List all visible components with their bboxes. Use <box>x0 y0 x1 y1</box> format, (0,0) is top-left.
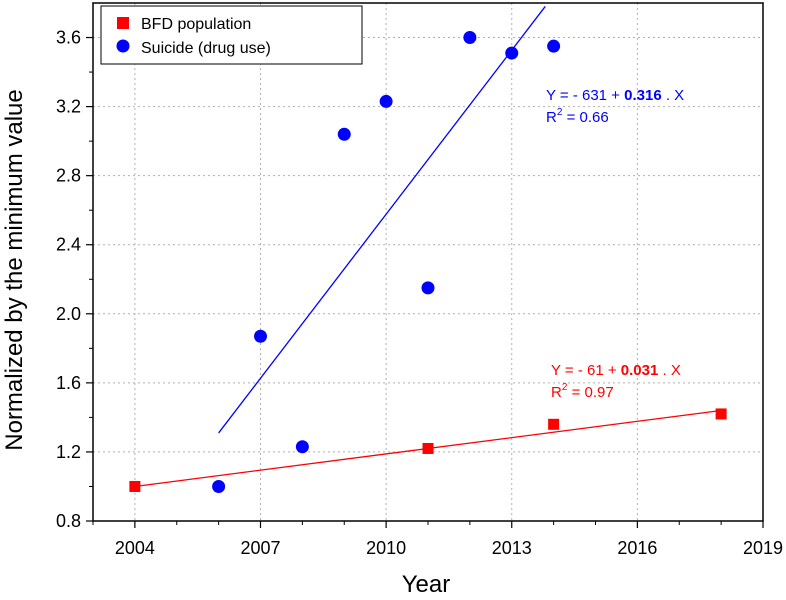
equation-bfd: Y = - 61 + 0.031 . X R2 = 0.97 <box>551 362 681 401</box>
x-tick-label: 2010 <box>366 538 406 558</box>
legend-label-bfd: BFD population <box>141 16 251 33</box>
bfd-point <box>422 442 434 454</box>
equation-suicide-fit: Y = - 631 + 0.316 . X <box>546 87 684 104</box>
suicide-point <box>505 46 519 60</box>
equation-suicide: Y = - 631 + 0.316 . X R2 = 0.66 <box>546 87 684 126</box>
data-points <box>129 31 727 493</box>
y-tick-label: 2.4 <box>56 235 81 255</box>
equation-bfd-fit: Y = - 61 + 0.031 . X <box>551 362 681 379</box>
axis-ticks <box>86 36 764 528</box>
fit-line-suicide <box>218 6 546 434</box>
legend-marker-suicide <box>116 39 130 53</box>
suicide-point <box>337 127 351 141</box>
x-tick-label: 2007 <box>240 538 280 558</box>
y-tick-label: 1.6 <box>56 373 81 393</box>
y-tick-label: 1.2 <box>56 442 81 462</box>
fit-lines <box>134 6 722 488</box>
suicide-point <box>212 479 226 493</box>
y-tick-label: 2.0 <box>56 304 81 324</box>
legend-box <box>100 5 363 65</box>
suicide-point <box>379 94 393 108</box>
y-tick-label: 3.6 <box>56 28 81 48</box>
x-tick-label: 2004 <box>115 538 155 558</box>
suicide-point <box>463 31 477 45</box>
bfd-point <box>548 418 560 430</box>
legend: BFD population Suicide (drug use) <box>100 5 363 65</box>
y-tick-label: 0.8 <box>56 511 81 531</box>
bfd-point <box>715 408 727 420</box>
equation-bfd-r2: R2 = 0.97 <box>551 382 614 401</box>
y-axis-title: Normalized by the minimum value <box>1 89 28 450</box>
bfd-point <box>129 480 141 492</box>
equation-suicide-r2: R2 = 0.66 <box>546 107 609 126</box>
legend-marker-bfd <box>117 17 129 29</box>
suicide-point <box>421 281 435 295</box>
x-tick-label: 2019 <box>743 538 783 558</box>
suicide-point <box>547 39 561 53</box>
suicide-point <box>254 329 267 343</box>
x-tick-label: 2016 <box>617 538 657 558</box>
y-tick-label: 2.8 <box>56 166 81 186</box>
legend-label-suicide: Suicide (drug use) <box>141 40 271 57</box>
tick-labels: 2004 2007 2010 2013 2016 2019 0.8 1.2 1.6 2.0 2.4 2… <box>56 28 783 558</box>
x-axis-title: Year <box>402 571 451 598</box>
suicide-point <box>295 440 309 454</box>
y-tick-label: 3.2 <box>56 97 81 117</box>
x-tick-label: 2013 <box>492 538 532 558</box>
